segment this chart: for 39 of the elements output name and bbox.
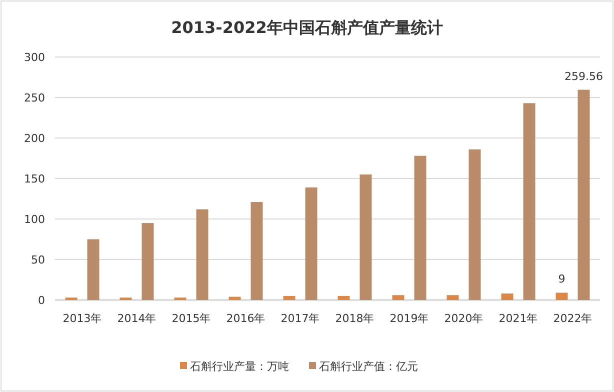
x-tick-label: 2018年 — [335, 312, 374, 325]
y-tick-label: 0 — [38, 294, 45, 307]
bar — [501, 294, 514, 300]
bar — [305, 187, 318, 300]
bar — [250, 202, 263, 300]
y-tick-label: 100 — [24, 213, 45, 226]
x-tick-label: 2022年 — [553, 312, 592, 325]
bar — [523, 103, 536, 300]
x-tick-label: 2021年 — [498, 312, 538, 325]
bar — [446, 295, 459, 300]
x-tick-label: 2017年 — [280, 312, 320, 325]
bar — [283, 296, 296, 300]
y-tick-label: 300 — [24, 51, 45, 64]
legend-label: 石斛行业产值：亿元 — [319, 360, 418, 373]
y-tick-label: 250 — [24, 92, 45, 104]
bar — [228, 296, 241, 300]
bar — [392, 295, 404, 300]
x-tick-label: 2020年 — [444, 312, 484, 325]
data-label: 259.56 — [564, 70, 603, 83]
y-tick-label: 200 — [24, 132, 45, 145]
bar — [142, 223, 154, 300]
x-tick-label: 2015年 — [172, 312, 211, 325]
bar — [556, 292, 568, 300]
bar — [360, 174, 372, 300]
bar — [578, 90, 590, 300]
bar — [414, 156, 426, 300]
bar — [87, 239, 100, 300]
legend-label: 石斛行业产量：万吨 — [190, 360, 289, 373]
y-tick-label: 150 — [24, 172, 45, 186]
x-tick-label: 2014年 — [117, 312, 156, 325]
bar — [196, 209, 208, 300]
x-tick-label: 2016年 — [226, 312, 266, 325]
bar — [468, 149, 481, 300]
chart-title: 2013-2022年中国石斛产值产量统计 — [171, 18, 443, 37]
bar — [338, 296, 350, 300]
x-tick-label: 2013年 — [62, 312, 102, 325]
x-tick-label: 2019年 — [390, 312, 429, 325]
data-label: 9 — [558, 272, 566, 286]
y-tick-label: 50 — [31, 254, 45, 266]
